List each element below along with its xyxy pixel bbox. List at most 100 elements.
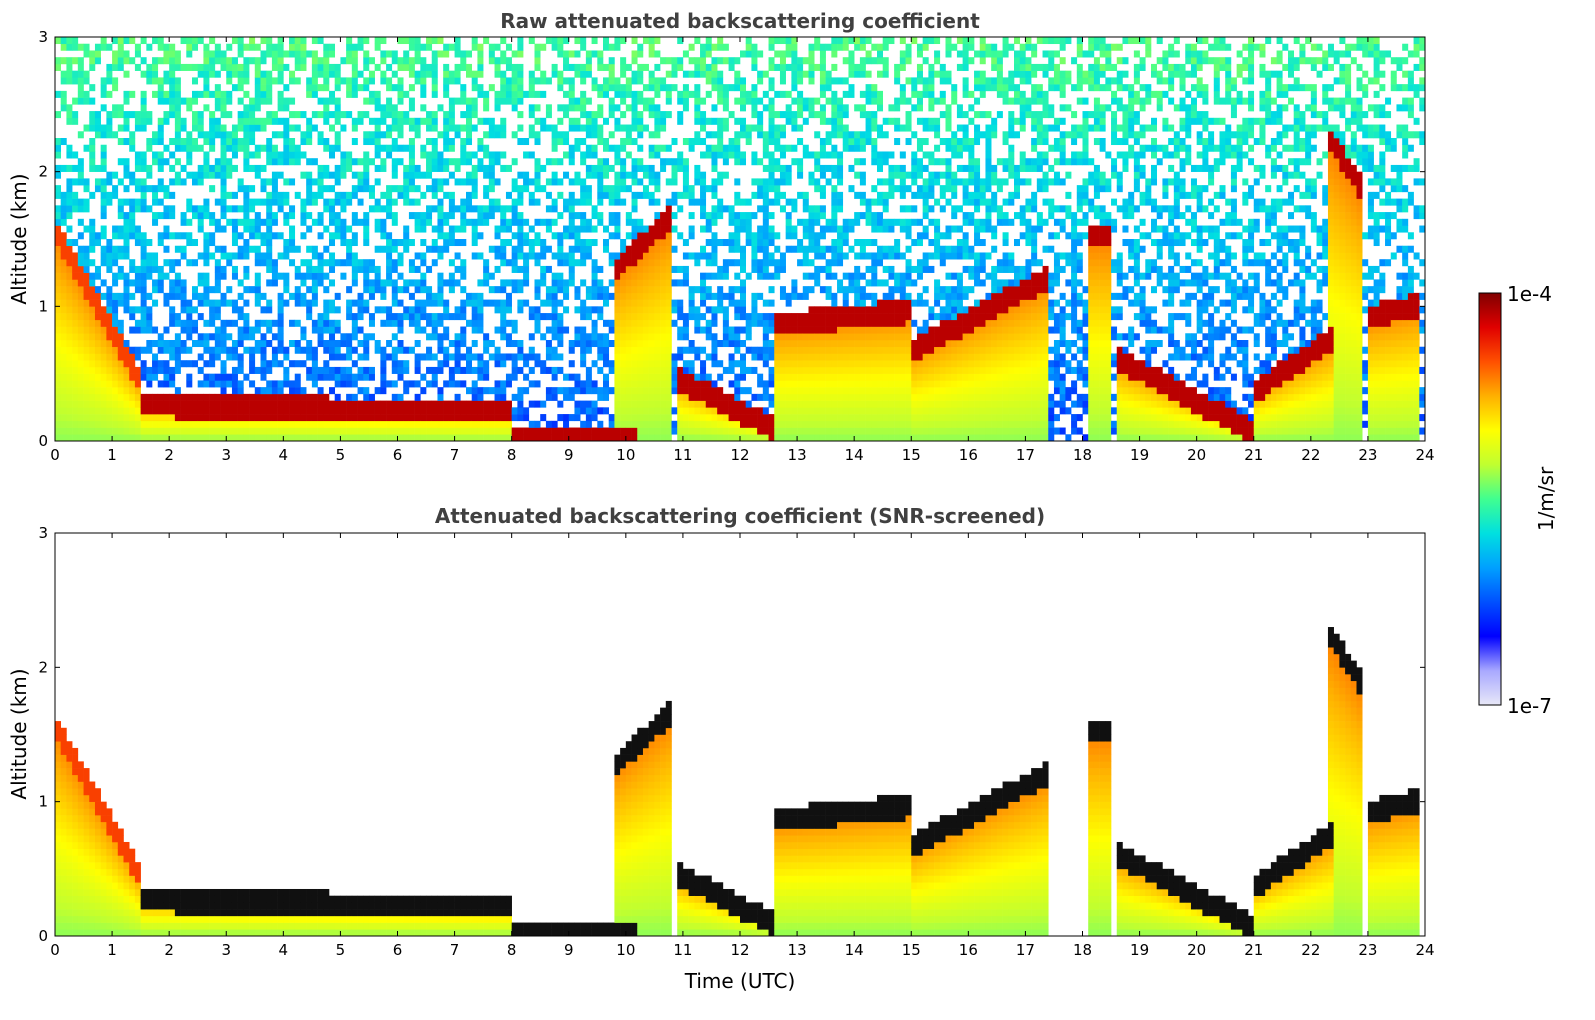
heatmap-cell [300, 407, 307, 415]
heatmap-cell [637, 225, 644, 233]
heatmap-cell [271, 393, 278, 401]
heatmap-cell [700, 117, 707, 125]
heatmap-cell [768, 138, 775, 146]
heatmap-cell [528, 178, 535, 186]
heatmap-cell [169, 111, 176, 119]
heatmap-cell [100, 373, 107, 381]
heatmap-cell [55, 407, 62, 415]
heatmap-cell [351, 346, 358, 354]
heatmap-cell [614, 353, 621, 361]
heatmap-cell [112, 185, 119, 193]
heatmap-cell [180, 326, 187, 334]
heatmap-cell [620, 239, 627, 247]
heatmap-cell [779, 333, 786, 341]
heatmap-cell [197, 218, 204, 226]
heatmap-cell [260, 366, 267, 374]
heatmap-cell [112, 407, 119, 415]
heatmap-cell [277, 313, 284, 321]
heatmap-cell [591, 400, 598, 408]
heatmap-cell [642, 245, 649, 253]
heatmap-cell [677, 191, 684, 199]
heatmap-cell [483, 414, 490, 422]
heatmap-cell [146, 111, 153, 119]
heatmap-cell [408, 144, 415, 152]
heatmap-cell [648, 191, 655, 199]
heatmap-cell [152, 360, 159, 368]
heatmap-cell [55, 212, 62, 220]
heatmap-cell [391, 138, 398, 146]
heatmap-cell [311, 272, 318, 280]
heatmap-cell [66, 407, 73, 415]
heatmap-cell [77, 326, 84, 334]
heatmap-cell [500, 299, 507, 307]
heatmap-cell [694, 198, 701, 206]
heatmap-cell [60, 407, 67, 415]
heatmap-cell [249, 138, 256, 146]
heatmap-cell [60, 218, 67, 226]
heatmap-cell [357, 70, 364, 78]
heatmap-cell [505, 306, 512, 314]
heatmap-cell [94, 353, 101, 361]
heatmap-cell [511, 70, 518, 78]
heatmap-cell [163, 414, 170, 422]
heatmap-cell [477, 407, 484, 415]
heatmap-cell [426, 37, 433, 45]
heatmap-cell [477, 393, 484, 401]
heatmap-cell [72, 164, 79, 172]
heatmap-cell [534, 427, 541, 435]
heatmap-cell [174, 420, 181, 428]
heatmap-cell [563, 198, 570, 206]
heatmap-cell [757, 407, 764, 415]
heatmap-cell [66, 212, 73, 220]
heatmap-cell [620, 245, 627, 253]
heatmap-cell [169, 191, 176, 199]
heatmap-cell [534, 164, 541, 172]
heatmap-cell [329, 151, 336, 159]
heatmap-cell [83, 198, 90, 206]
heatmap-cell [637, 239, 644, 247]
heatmap-cell [688, 393, 695, 401]
heatmap-cell [77, 387, 84, 395]
heatmap-cell [740, 366, 747, 374]
heatmap-cell [294, 111, 301, 119]
heatmap-cell [266, 84, 273, 92]
heatmap-cell [157, 272, 164, 280]
heatmap-cell [797, 124, 804, 132]
heatmap-cell [203, 90, 210, 98]
heatmap-cell [117, 178, 124, 186]
heatmap-cell [563, 131, 570, 139]
heatmap-cell [705, 185, 712, 193]
heatmap-cell [705, 326, 712, 334]
heatmap-cell [152, 407, 159, 415]
heatmap-cell [711, 232, 718, 240]
heatmap-cell [677, 117, 684, 125]
heatmap-cell [563, 63, 570, 71]
heatmap-cell [665, 333, 672, 341]
heatmap-cell [597, 333, 604, 341]
heatmap-cell [77, 420, 84, 428]
heatmap-cell [779, 326, 786, 334]
heatmap-cell [528, 434, 535, 442]
heatmap-cell [722, 43, 729, 51]
heatmap-cell [192, 124, 199, 132]
heatmap-cell [437, 50, 444, 58]
heatmap-cell [734, 77, 741, 85]
heatmap-cell [380, 346, 387, 354]
heatmap-cell [448, 138, 455, 146]
heatmap-cell [357, 158, 364, 166]
heatmap-cell [608, 434, 615, 442]
heatmap-cell [671, 84, 678, 92]
heatmap-cell [220, 407, 227, 415]
heatmap-cell [620, 299, 627, 307]
heatmap-cell [357, 117, 364, 125]
heatmap-cell [186, 131, 193, 139]
heatmap-cell [597, 57, 604, 65]
heatmap-cell [180, 279, 187, 287]
heatmap-cell [694, 326, 701, 334]
heatmap-cell [483, 171, 490, 179]
heatmap-cell [631, 198, 638, 206]
heatmap-cell [83, 340, 90, 348]
heatmap-cell [89, 158, 96, 166]
heatmap-cell [443, 50, 450, 58]
heatmap-cell [523, 299, 530, 307]
